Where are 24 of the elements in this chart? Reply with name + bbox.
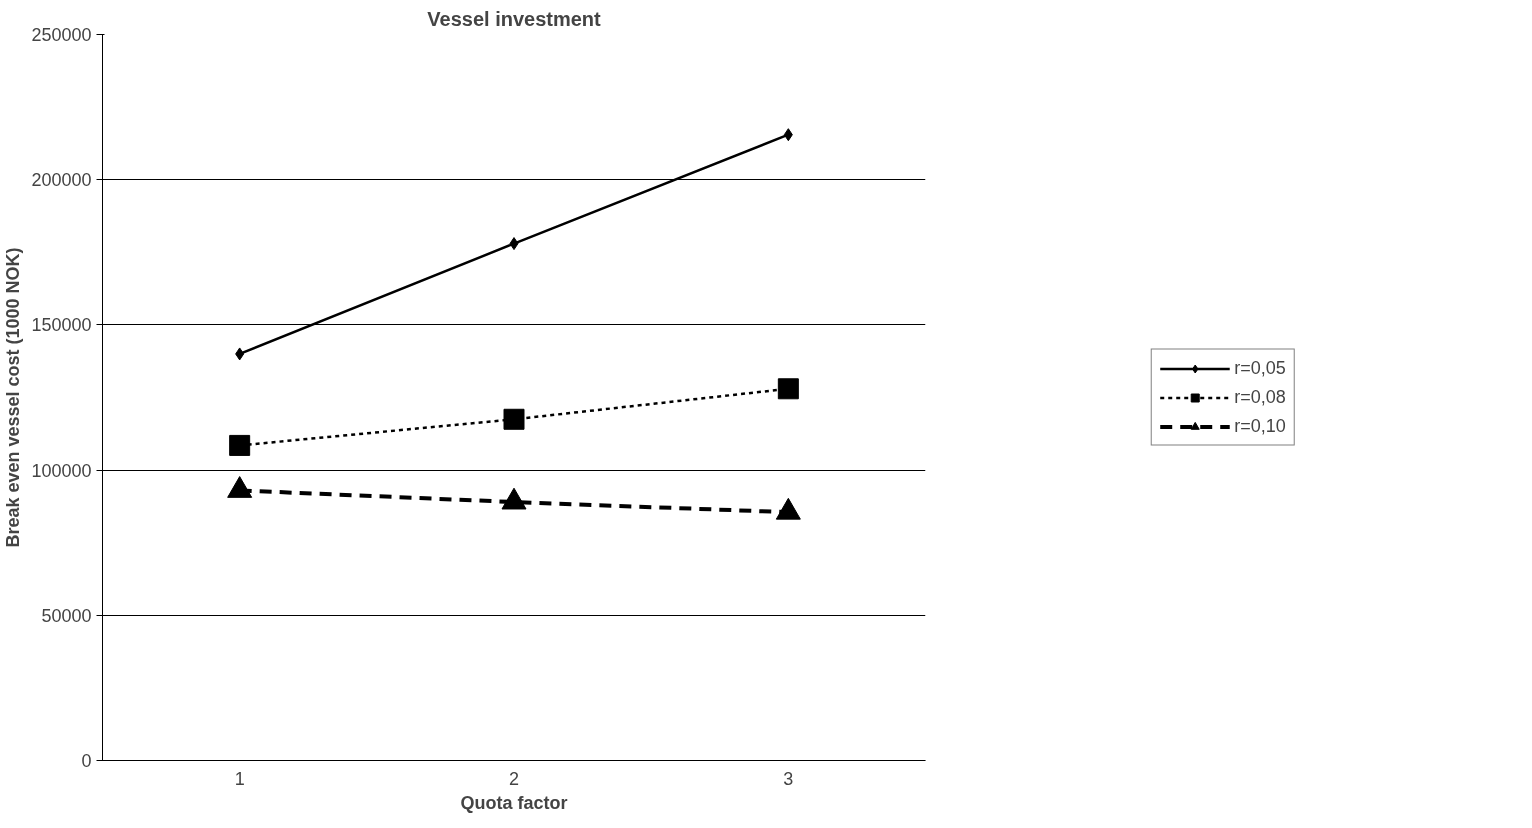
y-tick-label: 250000	[31, 25, 92, 45]
point	[227, 476, 253, 498]
chart-title: Vessel investment	[427, 7, 602, 30]
point	[229, 434, 251, 456]
point	[509, 237, 519, 251]
y-tick-label: 50000	[41, 605, 92, 626]
point	[777, 378, 799, 400]
point	[503, 408, 525, 430]
y-tick-label: 150000	[31, 315, 92, 336]
legend-label: r=0,10	[1234, 415, 1286, 437]
legend-label: r=0,08	[1234, 386, 1286, 408]
y-tick-label: 100000	[31, 460, 92, 481]
point	[783, 128, 793, 142]
y-tick-label: 200000	[31, 170, 92, 191]
y-axis-title: Break even vessel cost (1000 NOK)	[3, 247, 24, 548]
legend-label: r=0,05	[1234, 357, 1286, 379]
point	[775, 497, 801, 520]
x-tick-label: 2	[508, 768, 520, 789]
point	[235, 347, 245, 361]
x-tick-label: 3	[783, 768, 794, 789]
x-axis-title: Quota factor	[460, 792, 568, 813]
point	[501, 487, 527, 510]
y-tick-label: 0	[81, 751, 92, 771]
x-tick-label: 1	[234, 768, 245, 789]
